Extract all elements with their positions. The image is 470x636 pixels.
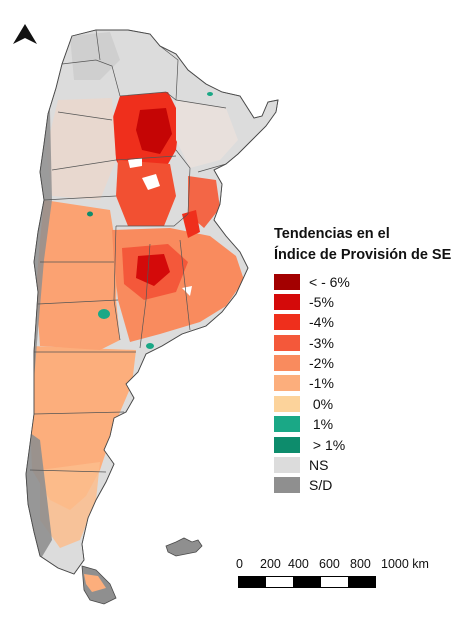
tierra-del-fuego-north (84, 574, 106, 592)
region-green-patch-4 (207, 92, 213, 96)
legend-label: NS (309, 457, 329, 474)
legend-item: -1% (274, 374, 470, 393)
legend-item: < - 6% (274, 272, 470, 291)
legend-label: 1% (309, 416, 334, 433)
legend-title-line-2: Índice de Provisión de SE (274, 247, 452, 263)
legend: Tendencias en el Índice de Provisión de … (274, 224, 470, 496)
legend-label: < - 6% (309, 273, 350, 290)
scale-bar-labels: 0 200 400 600 800 1000 km (236, 557, 429, 573)
legend-swatch (274, 395, 300, 412)
region-corrientes-red (182, 210, 200, 238)
legend-swatch (274, 334, 300, 351)
lake-mar-chiquita (142, 174, 160, 190)
legend-item: -3% (274, 333, 470, 352)
scale-bar-label: 400 (288, 557, 309, 571)
scale-bar-segment (293, 577, 321, 587)
legend-swatch (274, 436, 300, 453)
legend-label: -5% (309, 293, 334, 310)
legend-item: 1% (274, 415, 470, 434)
malvinas-islands (165, 537, 203, 557)
legend-swatch (274, 273, 300, 290)
region-santiago-red (116, 160, 176, 226)
legend-item: -5% (274, 292, 470, 311)
region-patagonia-south-light (40, 462, 100, 548)
legend-item: 0% (274, 394, 470, 413)
scale-bar-segment (266, 577, 294, 587)
legend-items: < - 6% -5% -4% -3% -2% -1% 0% 1% > 1% NS S/D (274, 272, 470, 495)
legend-label: -4% (309, 314, 334, 331)
scale-bar-graphic (238, 576, 376, 588)
north-arrow-icon (13, 24, 37, 44)
legend-swatch (274, 477, 300, 494)
scale-bar-segment (347, 577, 376, 587)
legend-label: -2% (309, 355, 334, 372)
legend-item: -4% (274, 313, 470, 332)
scale-bar-label: 0 (236, 557, 243, 571)
lake-pampas (182, 286, 192, 296)
legend-swatch (274, 457, 300, 474)
scale-bar-segment (239, 577, 267, 587)
scale-bar-label: 1000 km (381, 557, 429, 571)
legend-swatch (274, 293, 300, 310)
legend-item: S/D (274, 476, 470, 495)
legend-label: S/D (309, 477, 333, 494)
region-green-patch-1 (98, 309, 110, 319)
legend-title: Tendencias en el Índice de Provisión de … (274, 224, 470, 266)
province-boundaries (29, 29, 227, 473)
scale-bar: 0 200 400 600 800 1000 km (236, 557, 429, 588)
region-pampas-hotspot (136, 254, 170, 286)
legend-swatch (274, 375, 300, 392)
scale-bar-label: 800 (350, 557, 371, 571)
legend-label: 0% (309, 395, 334, 412)
region-puna-gray (70, 32, 120, 80)
legend-swatch (274, 416, 300, 433)
legend-item: -2% (274, 354, 470, 373)
lake-north (128, 158, 142, 168)
region-green-patch-2 (146, 343, 154, 349)
legend-label: -3% (309, 334, 334, 351)
legend-item: NS (274, 456, 470, 475)
legend-item: > 1% (274, 435, 470, 454)
region-chaco-east (176, 100, 238, 168)
legend-title-line-1: Tendencias en el (274, 226, 390, 242)
legend-swatch (274, 355, 300, 372)
legend-swatch (274, 314, 300, 331)
region-north-light (46, 98, 116, 200)
legend-label: > 1% (309, 436, 346, 453)
trend-regions (26, 32, 244, 560)
legend-label: -1% (309, 375, 334, 392)
scale-bar-label: 200 (260, 557, 281, 571)
region-chaco-core (136, 108, 172, 154)
region-green-patch-3 (87, 211, 93, 217)
scale-bar-segment (320, 577, 348, 587)
scale-bar-label: 600 (319, 557, 340, 571)
